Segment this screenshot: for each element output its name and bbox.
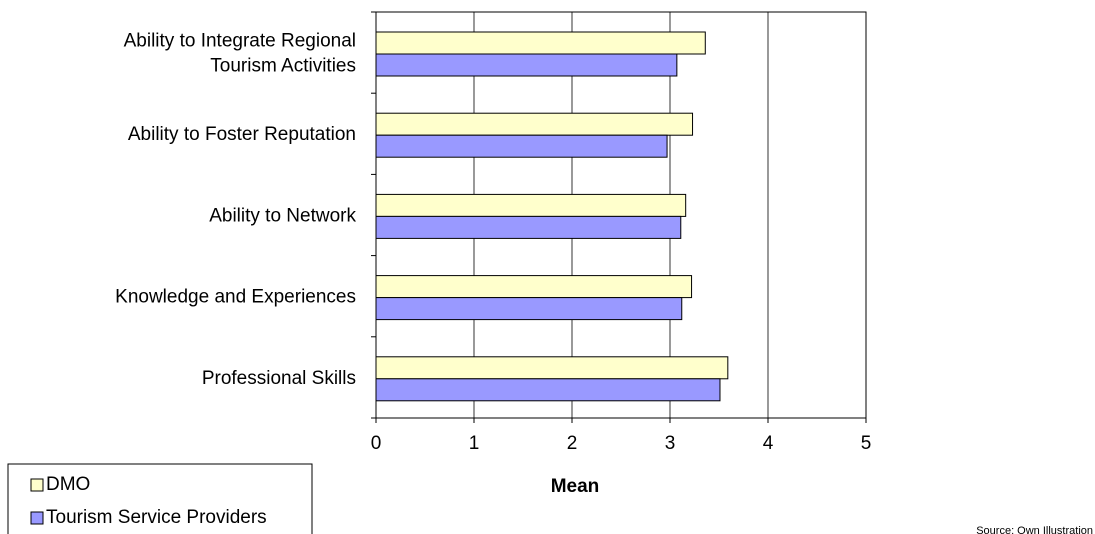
x-tick-label: 3 — [665, 433, 676, 454]
legend-label: Tourism Service Providers — [46, 507, 267, 528]
bar — [375, 356, 729, 380]
bar — [375, 297, 683, 321]
x-tick-label: 4 — [763, 433, 774, 454]
x-axis-label: Mean — [551, 476, 600, 497]
bar — [375, 275, 693, 299]
x-tick-label: 2 — [567, 433, 578, 454]
bar — [375, 378, 721, 402]
legend-box — [7, 463, 313, 534]
bar — [375, 193, 687, 217]
bar — [375, 215, 682, 239]
bar — [375, 112, 694, 136]
y-tick-label: Ability to Foster Reputation — [128, 124, 356, 145]
bar — [375, 134, 668, 158]
legend-label: DMO — [46, 474, 90, 495]
y-tick-label: Ability to Network — [209, 205, 356, 226]
x-tick-label: 5 — [861, 433, 872, 454]
x-tick-label: 0 — [371, 433, 382, 454]
bar — [375, 31, 706, 55]
x-tick-label: 1 — [469, 433, 480, 454]
y-tick-label: Professional Skills — [202, 368, 356, 389]
source-note: Source: Own Illustration — [976, 525, 1093, 534]
y-tick-label: Ability to Integrate Regional Tourism Act… — [124, 31, 356, 77]
legend-swatch — [30, 511, 44, 525]
bar — [375, 53, 678, 77]
legend-swatch — [30, 478, 44, 492]
y-tick-label: Knowledge and Experiences — [115, 287, 356, 308]
